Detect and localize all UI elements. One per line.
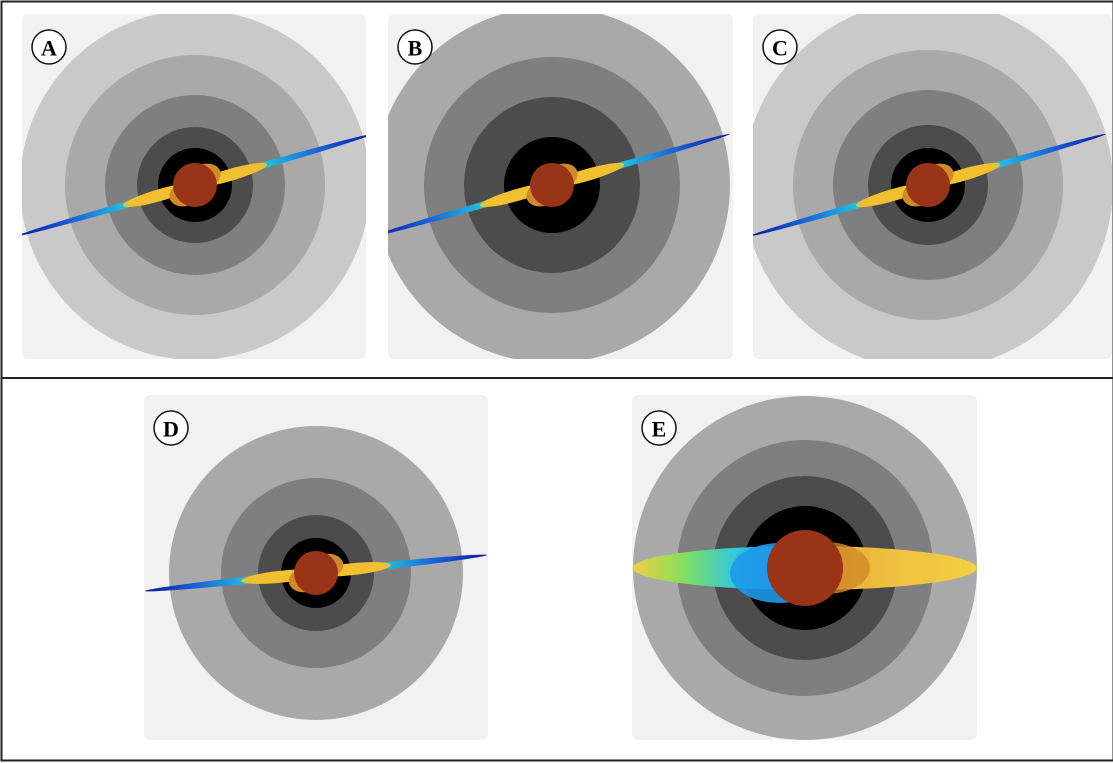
panel-content xyxy=(632,395,977,740)
panel-content xyxy=(743,0,1113,370)
central-sphere xyxy=(767,530,843,606)
figure: A B C D E xyxy=(0,0,1113,763)
central-sphere xyxy=(173,163,217,207)
central-sphere xyxy=(906,163,950,207)
panel-label: D xyxy=(163,417,179,442)
panel: C xyxy=(743,0,1113,370)
panel-content xyxy=(12,10,378,360)
panel-content xyxy=(143,395,489,740)
panel: D xyxy=(143,395,489,740)
panels: A B C D E xyxy=(12,0,1113,740)
panel-label: C xyxy=(772,36,788,61)
panel: E xyxy=(632,395,977,740)
panel: A xyxy=(12,10,378,360)
central-sphere xyxy=(530,163,574,207)
panel-label: B xyxy=(408,36,423,61)
panel-label: A xyxy=(41,36,57,61)
panel: B xyxy=(369,7,735,363)
central-sphere xyxy=(294,551,338,595)
panel-label: E xyxy=(652,417,667,442)
